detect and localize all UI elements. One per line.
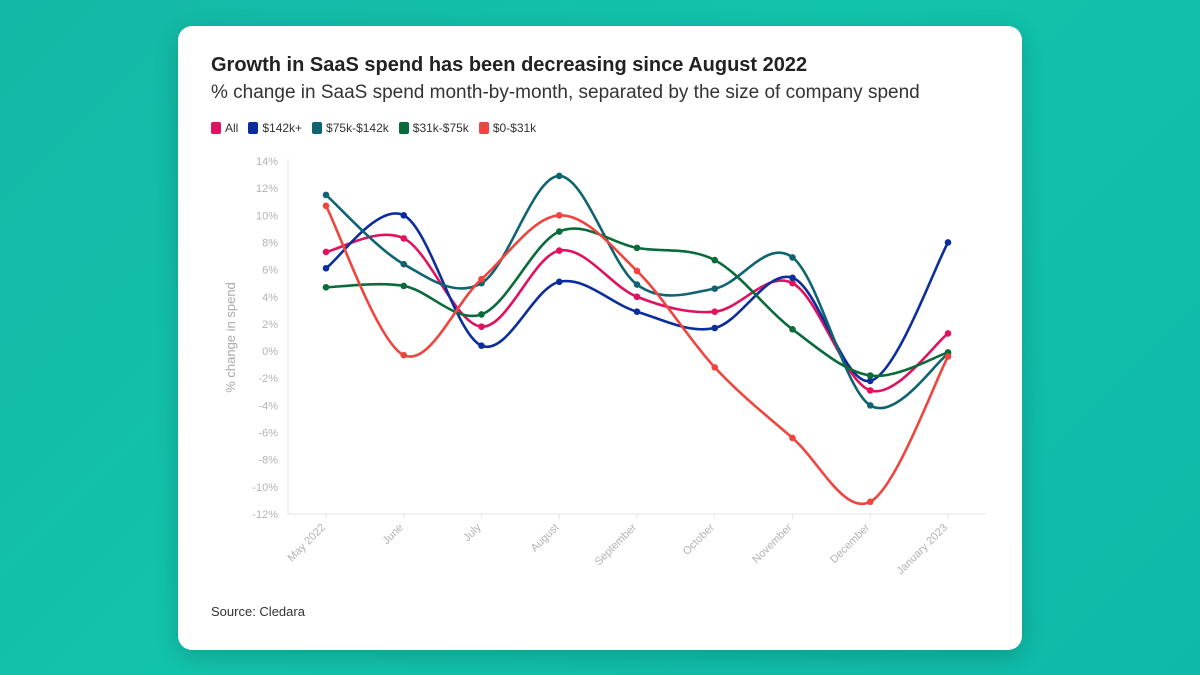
line-chart: 14% 12% 10% 8% 6% 4% 2% 0% -2% -4% -6% -8% -10% -12%%… xyxy=(223,156,986,578)
y-tick-label: 0% xyxy=(262,346,278,358)
data-point xyxy=(711,285,719,292)
data-point xyxy=(322,191,330,199)
legend-swatch xyxy=(312,122,323,134)
data-point xyxy=(555,278,563,286)
data-point xyxy=(555,212,563,219)
data-point xyxy=(789,434,796,442)
data-point xyxy=(711,256,719,264)
x-tick-label: June xyxy=(381,522,406,547)
data-point xyxy=(400,260,408,268)
legend-label: $31k-$75k xyxy=(412,121,469,135)
data-point xyxy=(789,274,796,282)
data-point xyxy=(555,228,563,235)
y-axis-label: % change in spend xyxy=(223,282,238,393)
y-tick-label: 10% xyxy=(256,210,278,222)
y-tick-label: -8% xyxy=(258,455,278,467)
data-point xyxy=(866,498,874,506)
data-point xyxy=(944,239,952,246)
y-tick-label: -4% xyxy=(258,400,278,412)
data-point xyxy=(944,330,952,337)
data-point xyxy=(322,202,330,210)
data-point xyxy=(866,387,874,394)
legend-label: $142k+ xyxy=(262,121,303,135)
data-point xyxy=(400,351,408,359)
data-point xyxy=(633,281,641,288)
legend-label: All xyxy=(225,121,239,135)
x-tick-label: September xyxy=(593,521,640,568)
chart-title: Growth in SaaS spend has been decreasing… xyxy=(211,54,808,76)
y-tick-label: 6% xyxy=(262,265,278,277)
legend-label: $0-$31k xyxy=(492,121,537,135)
data-point xyxy=(789,254,796,261)
data-point xyxy=(555,172,563,180)
legend: All $142k+ $75k-$142k $31k-$75k $0-$31k xyxy=(211,121,536,135)
data-point xyxy=(322,264,330,272)
y-tick-label: -10% xyxy=(252,482,278,494)
data-point xyxy=(322,248,330,256)
data-point xyxy=(789,326,796,333)
data-point xyxy=(711,308,719,316)
x-tick-label: August xyxy=(529,522,562,555)
legend-swatch xyxy=(248,122,259,134)
data-point xyxy=(866,372,874,379)
data-point xyxy=(789,279,796,287)
data-point xyxy=(322,283,330,291)
legend-item[interactable]: $75k-$142k xyxy=(312,121,389,135)
x-tick-label: July xyxy=(461,521,484,544)
y-tick-label: -6% xyxy=(258,428,278,440)
legend-item[interactable]: $142k+ xyxy=(248,121,302,135)
y-tick-label: -2% xyxy=(258,373,278,385)
data-point xyxy=(478,342,485,349)
x-tick-label: May 2022 xyxy=(285,522,328,565)
y-tick-label: 12% xyxy=(256,183,278,195)
x-tick-label: January 2023 xyxy=(894,522,950,578)
y-tick-label: 4% xyxy=(262,292,278,304)
data-point xyxy=(555,247,563,254)
data-point xyxy=(944,353,952,360)
x-tick-label: December xyxy=(828,521,873,566)
data-point xyxy=(478,323,485,330)
chart-subtitle: % change in SaaS spend month-by-month, s… xyxy=(211,82,920,103)
data-point xyxy=(633,308,641,316)
legend-item[interactable]: $31k-$75k xyxy=(398,121,469,135)
x-tick-label: October xyxy=(681,521,717,557)
legend-item[interactable]: All xyxy=(211,121,238,135)
data-point xyxy=(866,377,874,385)
data-point xyxy=(400,235,408,242)
data-point xyxy=(400,212,408,219)
data-point xyxy=(478,311,485,318)
data-point xyxy=(866,402,874,409)
y-tick-label: -12% xyxy=(252,509,278,521)
data-point xyxy=(633,267,641,275)
data-point xyxy=(711,364,719,371)
y-tick-label: 8% xyxy=(262,237,278,249)
source-note: Source: Cledara xyxy=(211,604,305,619)
y-tick-label: 2% xyxy=(262,319,278,331)
legend-swatch xyxy=(478,122,489,134)
y-tick-label: 14% xyxy=(256,156,278,168)
data-point xyxy=(711,324,719,332)
data-point xyxy=(633,244,641,252)
legend-swatch xyxy=(398,122,409,134)
legend-item[interactable]: $0-$31k xyxy=(478,121,537,135)
legend-swatch xyxy=(211,122,221,134)
data-point xyxy=(478,275,485,283)
data-point xyxy=(633,293,641,301)
legend-label: $75k-$142k xyxy=(326,121,389,135)
chart-card: Growth in SaaS spend has been decreasing… xyxy=(178,26,1022,650)
x-tick-label: November xyxy=(750,521,795,566)
data-point xyxy=(400,282,408,290)
